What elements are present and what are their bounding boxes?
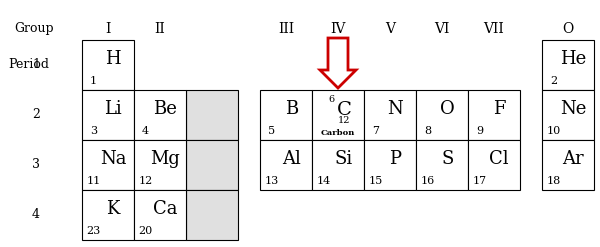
Text: 11: 11 — [86, 176, 101, 186]
Text: H: H — [106, 50, 121, 68]
Text: Ar: Ar — [562, 150, 584, 168]
Text: He: He — [560, 50, 586, 68]
Text: 2: 2 — [550, 76, 557, 86]
Bar — [186, 90, 238, 140]
Text: Period: Period — [8, 59, 49, 71]
Text: 20: 20 — [139, 226, 152, 236]
Text: 4: 4 — [142, 126, 149, 136]
Text: B: B — [284, 100, 298, 118]
Bar — [134, 190, 186, 240]
Text: 14: 14 — [316, 176, 331, 186]
Bar — [134, 140, 186, 190]
Text: 12: 12 — [139, 176, 152, 186]
Text: P: P — [389, 150, 401, 168]
Text: O: O — [562, 22, 574, 36]
Text: 5: 5 — [268, 126, 275, 136]
Bar — [260, 140, 312, 190]
Bar — [416, 90, 468, 140]
Text: II: II — [155, 22, 166, 36]
Text: 15: 15 — [368, 176, 383, 186]
Text: IV: IV — [331, 22, 346, 36]
Bar — [542, 140, 594, 190]
Bar — [82, 190, 134, 240]
Text: 8: 8 — [424, 126, 431, 136]
Bar — [364, 140, 416, 190]
Bar — [542, 90, 594, 140]
Text: Si: Si — [334, 150, 352, 168]
Text: N: N — [388, 100, 403, 118]
Text: Al: Al — [282, 150, 301, 168]
Text: 18: 18 — [547, 176, 560, 186]
Text: O: O — [440, 100, 455, 118]
Text: Group: Group — [14, 22, 54, 36]
Text: 3: 3 — [32, 159, 40, 171]
Text: K: K — [107, 200, 120, 218]
Text: 1: 1 — [32, 59, 40, 71]
Text: III: III — [278, 22, 294, 36]
Bar — [186, 190, 238, 240]
Bar — [312, 140, 364, 190]
Text: C: C — [337, 101, 352, 119]
Text: 9: 9 — [476, 126, 483, 136]
Text: F: F — [493, 100, 505, 118]
Text: 6: 6 — [329, 96, 335, 104]
Text: Be: Be — [153, 100, 177, 118]
Bar — [364, 90, 416, 140]
Text: Ne: Ne — [560, 100, 586, 118]
Text: V: V — [385, 22, 395, 36]
Text: 10: 10 — [547, 126, 560, 136]
Text: 2: 2 — [32, 108, 40, 122]
Text: 12: 12 — [338, 117, 350, 125]
Text: Li: Li — [104, 100, 122, 118]
Text: 13: 13 — [265, 176, 278, 186]
Bar — [468, 140, 520, 190]
Text: Carbon: Carbon — [321, 129, 355, 137]
Bar — [542, 40, 594, 90]
Text: 23: 23 — [86, 226, 101, 236]
Bar — [468, 90, 520, 140]
Bar — [260, 90, 312, 140]
Bar — [186, 140, 238, 190]
Bar — [416, 140, 468, 190]
Bar — [134, 90, 186, 140]
Bar — [82, 40, 134, 90]
Polygon shape — [320, 38, 356, 88]
Bar — [82, 90, 134, 140]
Text: 7: 7 — [372, 126, 379, 136]
Bar — [82, 140, 134, 190]
Text: VI: VI — [434, 22, 449, 36]
Text: Ca: Ca — [153, 200, 178, 218]
Bar — [312, 90, 364, 140]
Text: Na: Na — [100, 150, 127, 168]
Text: VII: VII — [484, 22, 505, 36]
Text: 4: 4 — [32, 208, 40, 222]
Text: 16: 16 — [421, 176, 434, 186]
Text: I: I — [106, 22, 110, 36]
Text: Mg: Mg — [150, 150, 180, 168]
Text: 17: 17 — [472, 176, 487, 186]
Text: S: S — [441, 150, 454, 168]
Text: 3: 3 — [90, 126, 97, 136]
Text: Cl: Cl — [490, 150, 509, 168]
Text: 1: 1 — [90, 76, 97, 86]
